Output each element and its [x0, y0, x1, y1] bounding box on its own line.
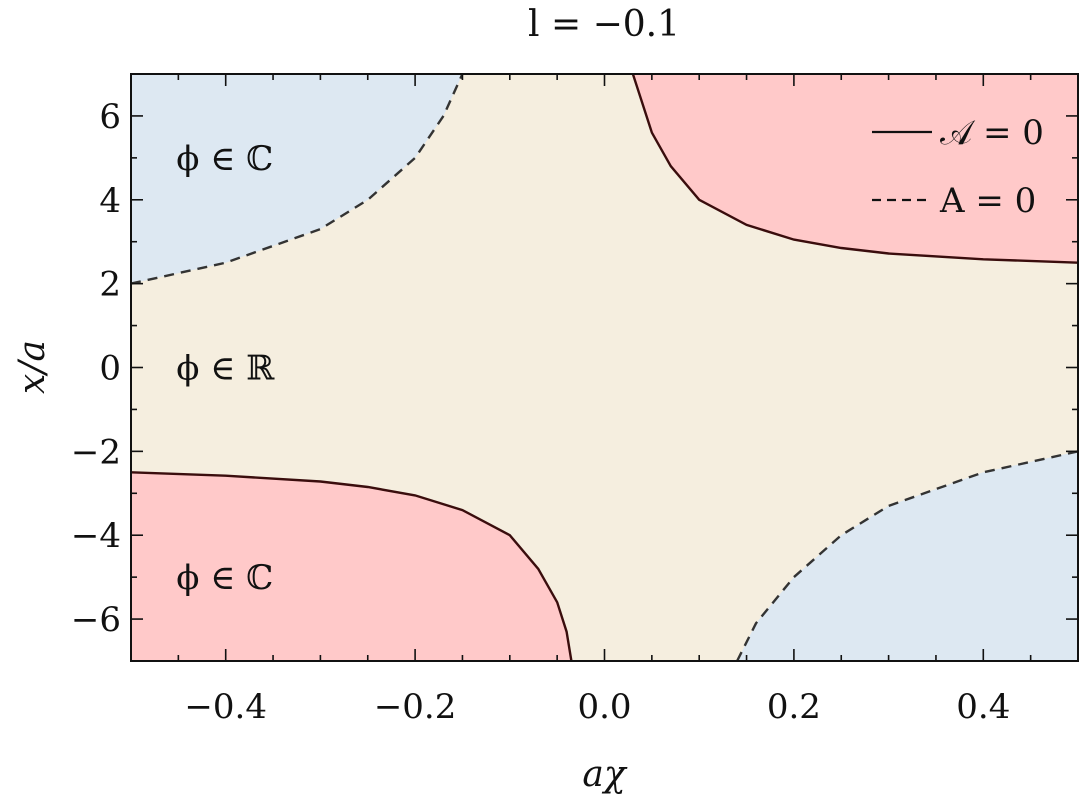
chart-title: l = −0.1 [528, 4, 680, 45]
y-tick-label: 6 [99, 97, 121, 137]
x-tick-label: −0.2 [374, 687, 457, 727]
y-tick-label: −6 [71, 600, 121, 640]
region-complex-red-top-right [632, 74, 1078, 263]
legend: 𝒜 = 0 A = 0 [872, 113, 1044, 221]
dashed-curve-1 [736, 450, 1079, 662]
legend-label-solid: 𝒜 = 0 [940, 113, 1044, 153]
region-label-center: ϕ ∈ ℝ [176, 349, 275, 389]
region-labels: ϕ ∈ ℂ ϕ ∈ ℝ ϕ ∈ ℂ [176, 139, 275, 598]
plot-frame [130, 73, 1079, 662]
y-tick-label: 2 [99, 265, 121, 305]
plot-area [130, 73, 1079, 662]
y-tick-label: 4 [99, 181, 121, 221]
x-tick-label: 0.0 [577, 687, 631, 727]
legend-label-dashed: A = 0 [939, 181, 1036, 221]
x-tick-label: −0.4 [184, 687, 267, 727]
x-tick-label: 0.2 [767, 687, 821, 727]
x-axis-label: aχ [582, 754, 627, 795]
region-label-top-left: ϕ ∈ ℂ [176, 139, 273, 179]
y-tick-labels: 6 4 2 0 −2 −4 −6 [71, 97, 121, 640]
solid-curve-1 [130, 471, 573, 662]
y-axis-label: x/a [12, 340, 53, 394]
y-tick-label: −4 [71, 516, 121, 556]
region-complex-red-bottom-left [131, 472, 572, 661]
x-tick-labels: −0.4 −0.2 0.0 0.2 0.4 [184, 687, 1010, 727]
x-tick-label: 0.4 [956, 687, 1010, 727]
region-label-bottom-left: ϕ ∈ ℂ [176, 558, 273, 598]
region-complex-blue-bottom-right [737, 451, 1078, 661]
y-tick-label: 0 [99, 349, 121, 389]
region-complex-blue-top-left [131, 74, 463, 284]
curves [130, 73, 1079, 662]
y-tick-label: −2 [71, 432, 121, 472]
solid-curve-0 [631, 73, 1079, 264]
